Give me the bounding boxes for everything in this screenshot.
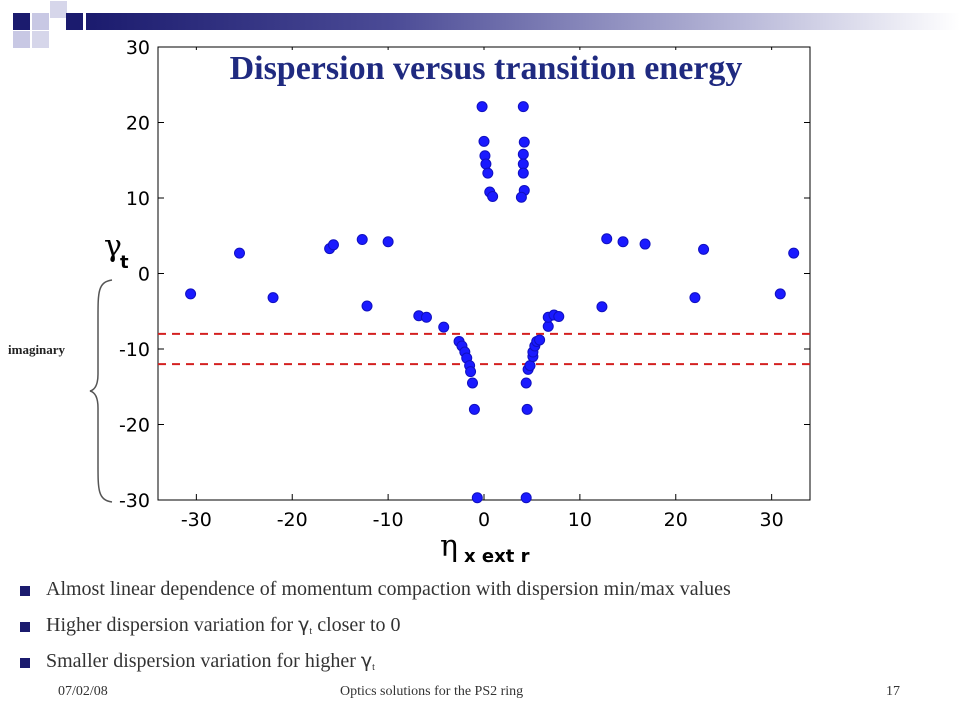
y-axis-label: γ xyxy=(104,229,122,264)
data-point xyxy=(639,238,651,250)
y-axis-label-subscript: t xyxy=(120,252,129,273)
data-point xyxy=(327,239,339,251)
logo-square-dark xyxy=(13,13,30,30)
y-tick-label: -10 xyxy=(119,339,150,361)
bullet-marker-2 xyxy=(20,622,30,632)
footer-date: 07/02/08 xyxy=(58,684,108,699)
plot-frame xyxy=(157,46,811,501)
bullet-3-pre: Smaller dispersion variation for higher xyxy=(46,650,361,672)
data-point xyxy=(517,167,529,179)
imaginary-brace xyxy=(89,279,113,503)
data-point xyxy=(487,190,499,202)
gamma-subscript: t xyxy=(309,626,313,637)
bullet-text-3: Smaller dispersion variation for higher … xyxy=(46,650,375,673)
data-point xyxy=(521,403,533,415)
x-tick-label: -20 xyxy=(277,509,308,531)
data-point xyxy=(185,288,197,300)
data-point xyxy=(356,234,368,246)
data-point xyxy=(476,101,488,113)
bullet-text-1: Almost linear dependence of momentum com… xyxy=(46,578,731,601)
y-tick-label: 0 xyxy=(138,264,150,286)
data-point xyxy=(596,301,608,313)
logo-square-light-left xyxy=(13,31,30,48)
data-point xyxy=(617,236,629,248)
data-point xyxy=(534,334,546,346)
y-tick-label: -20 xyxy=(119,415,150,437)
x-axis-label: η xyxy=(440,529,458,564)
data-point xyxy=(553,311,565,323)
bullet-1-pre: Almost linear dependence of momentum com… xyxy=(46,578,731,600)
bullet-marker-3 xyxy=(20,658,30,668)
bullet-2-pre: Higher dispersion variation for xyxy=(46,614,299,636)
y-tick-label: 10 xyxy=(126,188,150,210)
data-point xyxy=(267,292,279,304)
data-point xyxy=(361,300,373,312)
logo-square-light-top xyxy=(32,13,49,30)
x-tick-label: -30 xyxy=(181,509,212,531)
bullet-marker-1 xyxy=(20,586,30,596)
gamma-symbol: γ xyxy=(298,614,310,636)
data-point xyxy=(466,377,478,389)
data-point xyxy=(517,101,529,113)
bullet-2-post: closer to 0 xyxy=(312,614,401,636)
footer-center-text: Optics solutions for the PS2 ring xyxy=(340,684,524,699)
slide-title: Dispersion versus transition energy xyxy=(166,50,806,88)
y-tick-label: -30 xyxy=(119,490,150,512)
data-point xyxy=(465,366,477,378)
data-point xyxy=(518,136,530,148)
gamma-subscript: t xyxy=(372,662,375,673)
data-point xyxy=(471,492,483,504)
imaginary-label: imaginary xyxy=(8,342,66,357)
x-tick-label: -10 xyxy=(373,509,404,531)
logo-square-dark-right xyxy=(66,13,83,30)
data-point xyxy=(601,233,613,245)
gamma-symbol: γ xyxy=(360,650,373,672)
logo-square-light-mid xyxy=(50,1,67,18)
data-point xyxy=(482,167,494,179)
header-gradient-bar xyxy=(86,13,960,30)
data-point xyxy=(689,292,701,304)
data-point xyxy=(480,158,492,170)
data-point xyxy=(520,492,532,504)
y-tick-label: 20 xyxy=(126,113,150,135)
x-tick-label: 20 xyxy=(664,509,688,531)
data-point xyxy=(774,288,786,300)
x-axis-label-subscript: x ext r xyxy=(464,546,530,567)
logo-square-light-bottom xyxy=(32,31,49,48)
x-tick-label: 10 xyxy=(568,509,592,531)
data-point xyxy=(478,135,490,147)
data-point xyxy=(468,403,480,415)
data-point xyxy=(382,236,394,248)
footer-page-number: 17 xyxy=(886,684,900,699)
x-tick-label: 30 xyxy=(760,509,784,531)
bullet-text-2: Higher dispersion variation for γt close… xyxy=(46,614,401,637)
data-point xyxy=(234,247,245,259)
x-tick-label: 0 xyxy=(478,509,490,531)
data-point xyxy=(520,377,532,389)
data-point xyxy=(420,311,432,323)
data-point xyxy=(524,360,536,372)
data-point xyxy=(517,148,529,160)
data-point xyxy=(515,191,527,203)
data-point xyxy=(788,247,800,259)
data-point xyxy=(438,321,450,333)
data-point xyxy=(517,158,529,170)
data-point xyxy=(698,243,710,255)
data-point xyxy=(542,320,554,332)
y-tick-label: 30 xyxy=(126,37,150,59)
